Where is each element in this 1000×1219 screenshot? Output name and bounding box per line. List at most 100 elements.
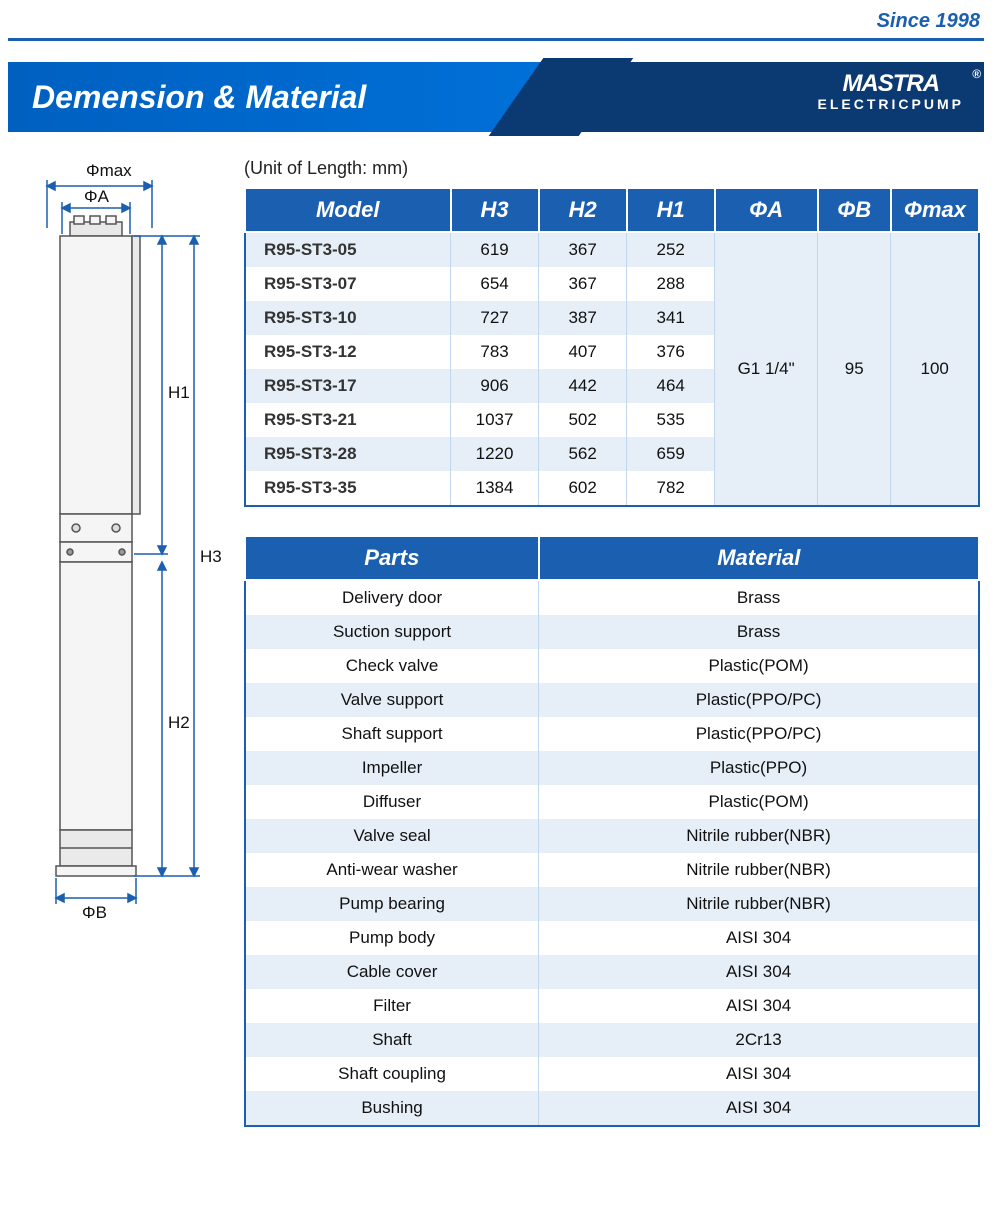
model-col-header: ΦA	[715, 188, 818, 232]
table-row: Check valvePlastic(POM)	[245, 649, 979, 683]
page-title: Demension & Material	[32, 79, 366, 116]
table-row: Anti-wear washerNitrile rubber(NBR)	[245, 853, 979, 887]
value-cell: 1037	[451, 403, 539, 437]
model-cell: R95-ST3-10	[245, 301, 451, 335]
brand-block: MASTRA ® ELECTRICPUMP	[818, 72, 964, 112]
value-cell: 1220	[451, 437, 539, 471]
value-cell: AISI 304	[539, 1057, 979, 1091]
table-row: Pump bearingNitrile rubber(NBR)	[245, 887, 979, 921]
model-col-header: H2	[539, 188, 627, 232]
value-cell: 2Cr13	[539, 1023, 979, 1057]
model-cell: R95-ST3-21	[245, 403, 451, 437]
model-cell: R95-ST3-17	[245, 369, 451, 403]
model-cell: R95-ST3-35	[245, 471, 451, 506]
model-col-header: H3	[451, 188, 539, 232]
table-row: Valve supportPlastic(PPO/PC)	[245, 683, 979, 717]
since-label: Since 1998	[877, 10, 980, 33]
pump-diagram: Φmax ΦA	[12, 158, 222, 928]
value-cell: AISI 304	[539, 989, 979, 1023]
table-row: BushingAISI 304	[245, 1091, 979, 1126]
value-cell: Plastic(PPO)	[539, 751, 979, 785]
model-table: ModelH3H2H1ΦAΦBΦmax R95-ST3-05619367252G…	[244, 187, 980, 507]
table-row: Delivery doorBrass	[245, 580, 979, 615]
value-cell: Plastic(POM)	[539, 649, 979, 683]
parts-table: PartsMaterial Delivery doorBrassSuction …	[244, 535, 980, 1127]
label-h3: H3	[200, 547, 222, 566]
value-cell: 502	[539, 403, 627, 437]
value-cell: AISI 304	[539, 955, 979, 989]
value-cell: 1384	[451, 471, 539, 506]
table-row: Shaft2Cr13	[245, 1023, 979, 1057]
value-cell: 252	[627, 232, 715, 267]
value-cell: Impeller	[245, 751, 539, 785]
value-cell: AISI 304	[539, 921, 979, 955]
value-cell: Shaft coupling	[245, 1057, 539, 1091]
label-phimax: Φmax	[86, 161, 132, 180]
table-row: Valve sealNitrile rubber(NBR)	[245, 819, 979, 853]
unit-note: (Unit of Length: mm)	[244, 158, 980, 179]
model-cell: R95-ST3-07	[245, 267, 451, 301]
value-cell: 659	[627, 437, 715, 471]
value-cell: 535	[627, 403, 715, 437]
value-cell: Valve support	[245, 683, 539, 717]
label-phia: ΦA	[84, 187, 110, 206]
parts-col-header: Parts	[245, 536, 539, 580]
model-col-header: Φmax	[891, 188, 979, 232]
value-cell: Plastic(PPO/PC)	[539, 683, 979, 717]
table-row: R95-ST3-05619367252G1 1/4"95100	[245, 232, 979, 267]
value-cell: Diffuser	[245, 785, 539, 819]
model-cell: R95-ST3-05	[245, 232, 451, 267]
value-cell: Check valve	[245, 649, 539, 683]
merged-cell: 95	[818, 232, 891, 506]
value-cell: 387	[539, 301, 627, 335]
value-cell: Brass	[539, 615, 979, 649]
value-cell: 782	[627, 471, 715, 506]
value-cell: 367	[539, 232, 627, 267]
value-cell: Delivery door	[245, 580, 539, 615]
model-col-header: ΦB	[818, 188, 891, 232]
diagram-column: Φmax ΦA	[12, 158, 222, 1127]
top-rule	[8, 38, 984, 41]
label-h1: H1	[168, 383, 190, 402]
value-cell: 376	[627, 335, 715, 369]
table-row: Cable coverAISI 304	[245, 955, 979, 989]
value-cell: Suction support	[245, 615, 539, 649]
merged-cell: G1 1/4"	[715, 232, 818, 506]
value-cell: 906	[451, 369, 539, 403]
value-cell: 341	[627, 301, 715, 335]
header-banner: Demension & Material MASTRA ® ELECTRICPU…	[8, 62, 984, 132]
parts-col-header: Material	[539, 536, 979, 580]
value-cell: 602	[539, 471, 627, 506]
model-cell: R95-ST3-28	[245, 437, 451, 471]
value-cell: 442	[539, 369, 627, 403]
value-cell: Pump body	[245, 921, 539, 955]
table-row: Shaft supportPlastic(PPO/PC)	[245, 717, 979, 751]
label-phib: ΦB	[82, 903, 107, 922]
brand-subtitle: ELECTRICPUMP	[818, 96, 964, 112]
registered-icon: ®	[972, 68, 980, 80]
value-cell: Plastic(PPO/PC)	[539, 717, 979, 751]
value-cell: Pump bearing	[245, 887, 539, 921]
table-row: DiffuserPlastic(POM)	[245, 785, 979, 819]
layout: Φmax ΦA	[8, 158, 984, 1127]
tables-column: (Unit of Length: mm) ModelH3H2H1ΦAΦBΦmax…	[244, 158, 980, 1127]
value-cell: 562	[539, 437, 627, 471]
value-cell: Valve seal	[245, 819, 539, 853]
merged-cell: 100	[891, 232, 979, 506]
value-cell: 367	[539, 267, 627, 301]
value-cell: Shaft	[245, 1023, 539, 1057]
model-cell: R95-ST3-12	[245, 335, 451, 369]
value-cell: Filter	[245, 989, 539, 1023]
table-row: ImpellerPlastic(PPO)	[245, 751, 979, 785]
brand-name: MASTRA	[842, 70, 939, 97]
value-cell: 727	[451, 301, 539, 335]
value-cell: Cable cover	[245, 955, 539, 989]
value-cell: Anti-wear washer	[245, 853, 539, 887]
value-cell: 619	[451, 232, 539, 267]
label-h2: H2	[168, 713, 190, 732]
model-col-header: H1	[627, 188, 715, 232]
table-row: FilterAISI 304	[245, 989, 979, 1023]
value-cell: AISI 304	[539, 1091, 979, 1126]
value-cell: Nitrile rubber(NBR)	[539, 819, 979, 853]
value-cell: Shaft support	[245, 717, 539, 751]
